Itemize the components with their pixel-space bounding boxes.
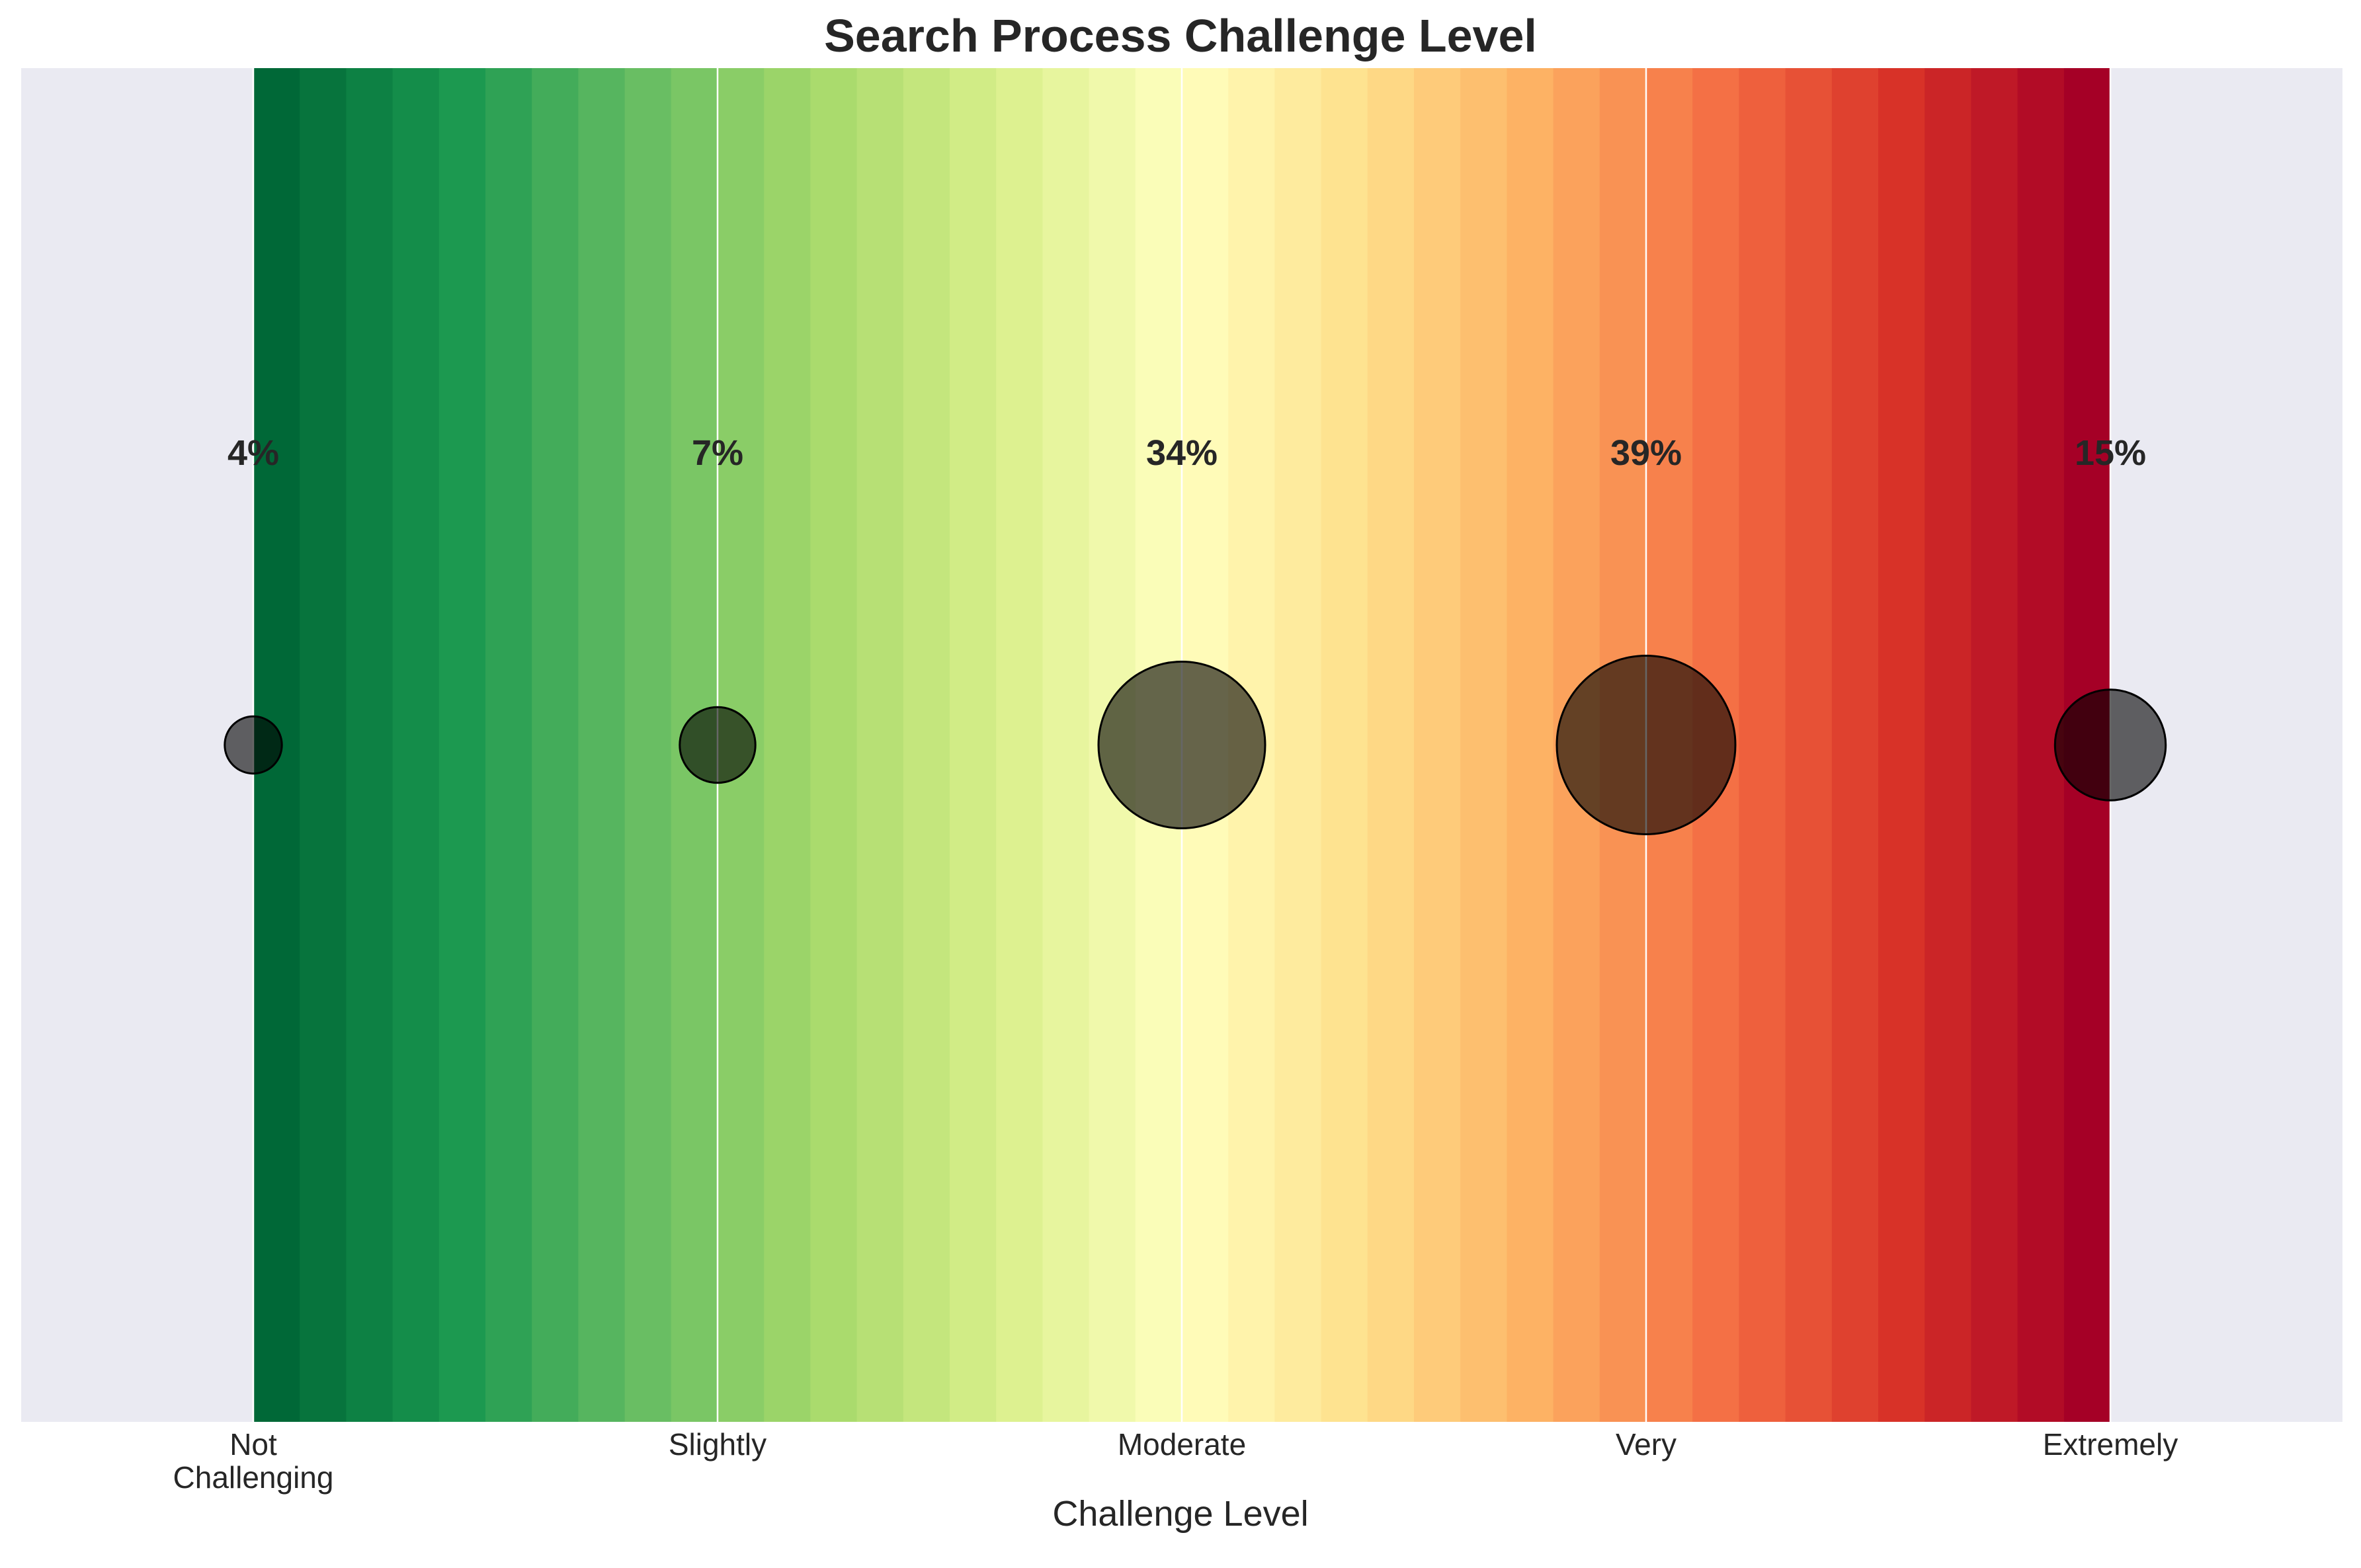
value-label-4: 15% bbox=[2075, 433, 2146, 473]
bubble-1 bbox=[679, 706, 757, 784]
gradient-segment bbox=[624, 68, 672, 1422]
value-label-0: 4% bbox=[228, 433, 279, 473]
gradient-segment bbox=[438, 68, 486, 1422]
x-tick-labels: Not Challenging Slightly Moderate Very Extrem… bbox=[173, 1427, 2178, 1495]
gradient-segment bbox=[1367, 68, 1415, 1422]
gradient-segment bbox=[578, 68, 626, 1422]
chart-title: Search Process Challenge Level bbox=[824, 10, 1537, 62]
gradient-segment bbox=[1785, 68, 1833, 1422]
gradient-segment bbox=[764, 68, 811, 1422]
gradient-segment bbox=[1878, 68, 1925, 1422]
gradient-segment bbox=[485, 68, 532, 1422]
value-label-2: 34% bbox=[1146, 433, 1218, 473]
value-label-3: 39% bbox=[1610, 433, 1682, 473]
x-tick-label-1: Slightly bbox=[669, 1427, 766, 1462]
gradient-segment bbox=[532, 68, 579, 1422]
gradient-segment bbox=[1042, 68, 1090, 1422]
bubble-4 bbox=[2053, 688, 2167, 802]
gradient-segment bbox=[1739, 68, 1786, 1422]
bubble-3 bbox=[1555, 655, 1737, 835]
x-tick-label-3: Very bbox=[1616, 1427, 1677, 1462]
gradient-segment bbox=[392, 68, 440, 1422]
value-labels: 4% 7% 34% 39% 15% bbox=[228, 433, 2146, 473]
gradient-segment bbox=[300, 68, 347, 1422]
bubbles bbox=[224, 655, 2167, 835]
gradient-segment bbox=[903, 68, 950, 1422]
gradient-segment bbox=[346, 68, 394, 1422]
gradient-segment bbox=[1460, 68, 1508, 1422]
bubble-2 bbox=[1097, 661, 1266, 829]
x-tick-label-4: Extremely bbox=[2043, 1427, 2178, 1462]
gradient-segment bbox=[1414, 68, 1461, 1422]
x-tick-label-0: Not Challenging bbox=[173, 1427, 334, 1495]
x-tick-label-2: Moderate bbox=[1118, 1427, 1246, 1462]
gradient-segment bbox=[1925, 68, 1972, 1422]
bubble-0 bbox=[224, 715, 283, 775]
gradient-segment bbox=[810, 68, 858, 1422]
gradient-segment bbox=[996, 68, 1044, 1422]
gradient-segment bbox=[1274, 68, 1322, 1422]
gradient-segment bbox=[1321, 68, 1368, 1422]
gradient-segment bbox=[1831, 68, 1879, 1422]
gradient-segment bbox=[1507, 68, 1554, 1422]
gradient-segment bbox=[950, 68, 997, 1422]
gradient-segment bbox=[1971, 68, 2018, 1422]
x-axis-label: Challenge Level bbox=[1052, 1494, 1308, 1534]
gradient-segment bbox=[856, 68, 904, 1422]
value-label-1: 7% bbox=[692, 433, 743, 473]
